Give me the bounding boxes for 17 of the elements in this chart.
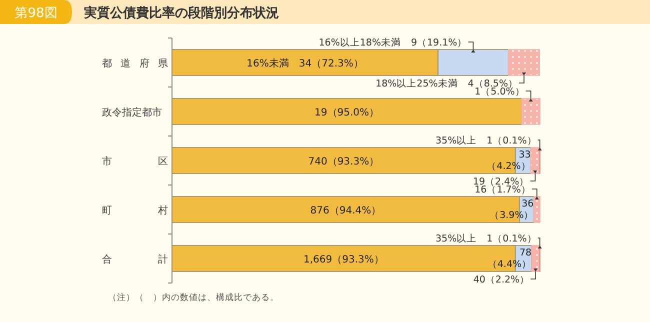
data-label: 35%以上 1（0.1%） [436,134,537,146]
data-label: 35%以上 1（0.1%） [436,232,537,244]
data-label: 16%未満 34（72.3%） [246,58,364,70]
data-label: 740（93.3%） [308,156,380,168]
data-label: 19（95.0%） [314,108,380,118]
y-tick-label: 市区 [102,156,168,168]
data-label: 876（94.4%） [310,206,382,216]
y-tick-label: 合計 [102,254,168,266]
data-label: 16（1.7%） [474,184,531,196]
text: （注）（ ）内の数値は、構成比である。 [108,292,279,303]
data-label: 16%以上18%未満 9（19.1%） [318,36,468,48]
y-tick-label: 町村 [102,204,168,216]
y-tick-label: 都道府県 [102,58,168,70]
data-label: 1,669（93.3%） [303,254,384,266]
data-label: 40（2.2%） [473,274,530,286]
y-tick-label: 政令指定都市 [102,106,162,118]
data-label: 1（5.0%） [474,86,525,98]
